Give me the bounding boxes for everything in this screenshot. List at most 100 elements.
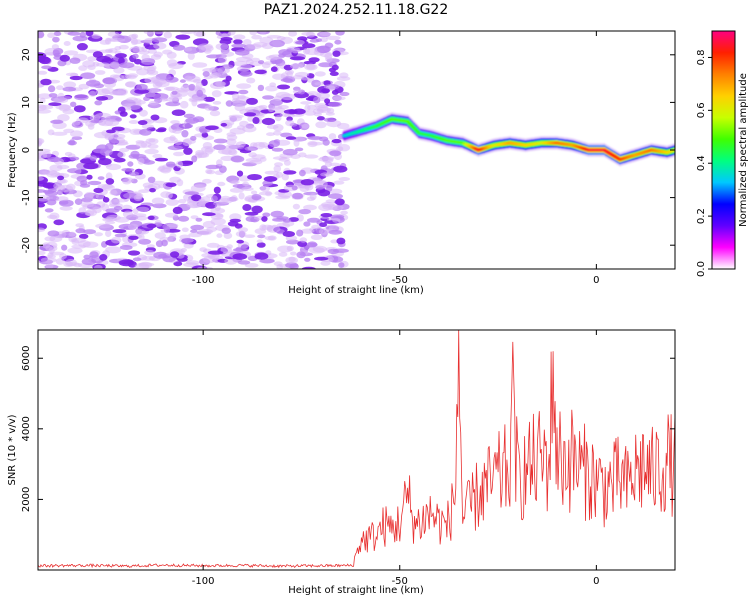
noise-cell xyxy=(175,34,191,40)
noise-cell xyxy=(124,74,132,79)
noise-cell xyxy=(268,140,280,148)
noise-cell xyxy=(72,35,88,42)
noise-cell xyxy=(151,197,165,205)
y-tick-label: 2000 xyxy=(21,487,32,512)
noise-cell xyxy=(63,81,77,88)
x-tick-label: -50 xyxy=(392,576,408,587)
noise-cell xyxy=(106,129,116,134)
noise-cell xyxy=(302,48,311,55)
noise-cell xyxy=(201,79,208,86)
noise-cell xyxy=(138,189,150,194)
noise-cell xyxy=(113,198,129,203)
noise-cell xyxy=(261,216,268,222)
noise-cell xyxy=(275,195,291,200)
colorbar: 0.0 0.2 0.4 0.6 0.8 Normalized spectral ampl… xyxy=(696,30,749,277)
noise-cell xyxy=(38,109,52,114)
noise-cell xyxy=(102,77,116,85)
noise-cell xyxy=(301,266,316,269)
x-tick-label: 0 xyxy=(593,275,599,286)
noise-cell xyxy=(150,76,161,84)
noise-cell xyxy=(336,122,350,130)
noise-cell xyxy=(241,187,254,191)
noise-cell xyxy=(324,161,332,168)
noise-cell xyxy=(291,185,298,191)
noise-cell xyxy=(179,79,186,83)
y-tick-label: 10 xyxy=(21,96,32,109)
noise-cell xyxy=(165,191,173,199)
noise-cell xyxy=(198,198,206,205)
noise-cell xyxy=(336,237,346,245)
noise-cell xyxy=(104,134,114,141)
noise-cell xyxy=(203,96,215,102)
noise-cell xyxy=(289,56,306,61)
noise-cell xyxy=(319,222,328,227)
noise-cell xyxy=(127,223,139,230)
noise-cell xyxy=(232,93,240,101)
noise-cell xyxy=(246,97,258,105)
noise-cell xyxy=(113,157,126,163)
spectrogram-ridge xyxy=(342,112,675,167)
noise-cell xyxy=(333,180,345,185)
noise-cell xyxy=(44,190,58,197)
noise-cell xyxy=(323,117,337,122)
noise-cell xyxy=(206,242,220,248)
noise-cell xyxy=(192,116,205,123)
noise-cell xyxy=(259,258,275,264)
noise-cell xyxy=(58,104,71,112)
noise-cell xyxy=(316,92,331,99)
noise-cell xyxy=(112,74,125,82)
noise-cell xyxy=(172,44,186,51)
noise-cell xyxy=(44,208,54,213)
noise-cell xyxy=(91,34,101,39)
noise-cell xyxy=(149,87,160,94)
noise-cell xyxy=(236,239,244,244)
noise-cell xyxy=(182,123,193,129)
noise-cell xyxy=(40,78,52,86)
noise-cell xyxy=(96,62,111,67)
noise-cell xyxy=(279,113,291,117)
noise-cell xyxy=(316,38,322,42)
noise-cell xyxy=(324,98,331,104)
noise-cell xyxy=(202,142,213,149)
noise-cell xyxy=(146,244,155,248)
noise-cell xyxy=(280,78,293,83)
noise-cell xyxy=(84,210,95,216)
y-tick-label: 20 xyxy=(21,48,32,61)
noise-cell xyxy=(38,189,47,193)
noise-cell xyxy=(38,138,43,146)
colorbar-ticks: 0.0 0.2 0.4 0.6 0.8 xyxy=(696,49,712,277)
noise-cell xyxy=(94,70,106,75)
noise-cell xyxy=(194,184,207,188)
noise-cell xyxy=(262,212,271,218)
noise-cell xyxy=(335,31,345,36)
noise-cell xyxy=(166,51,177,59)
noise-cell xyxy=(329,71,339,76)
noise-cell xyxy=(122,210,133,218)
noise-cell xyxy=(232,184,246,188)
noise-cell xyxy=(69,57,81,64)
noise-cell xyxy=(302,43,316,49)
noise-cell xyxy=(119,245,133,250)
noise-cell xyxy=(269,39,285,48)
noise-cell xyxy=(101,203,110,211)
noise-cell xyxy=(98,158,112,166)
noise-cell xyxy=(38,227,46,233)
noise-cell xyxy=(183,47,193,52)
noise-cell xyxy=(326,35,341,41)
noise-cell xyxy=(319,156,335,161)
noise-cell xyxy=(193,31,204,37)
noise-cell xyxy=(310,234,323,240)
noise-cell xyxy=(217,67,230,74)
noise-cell xyxy=(57,114,70,122)
noise-cell xyxy=(165,182,177,188)
noise-cell xyxy=(258,60,265,65)
noise-cell xyxy=(332,50,341,57)
noise-cell xyxy=(110,189,117,195)
noise-cell xyxy=(67,247,83,254)
noise-cell xyxy=(271,147,284,152)
noise-cell xyxy=(87,123,95,130)
noise-cell xyxy=(48,102,62,107)
noise-cell xyxy=(338,262,345,268)
noise-cell xyxy=(318,228,330,235)
noise-cell xyxy=(134,89,150,94)
